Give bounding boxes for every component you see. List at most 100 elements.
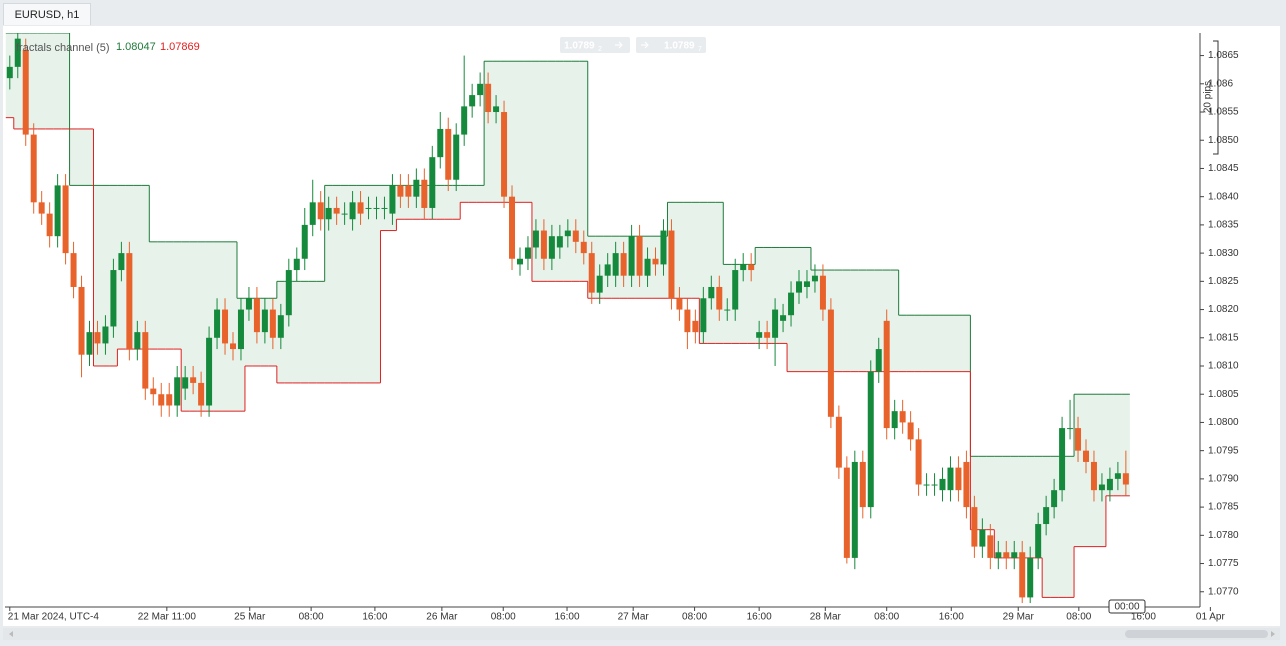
candle-body <box>389 185 396 214</box>
scrollbar-thumb[interactable] <box>1125 630 1268 638</box>
candle-body <box>612 253 619 276</box>
candle-body <box>740 264 747 271</box>
candle-body <box>875 349 882 372</box>
candle-body <box>118 253 125 271</box>
candle-body <box>190 377 197 383</box>
candle-body <box>285 270 292 316</box>
x-tick-label: 26 Mar <box>426 612 458 623</box>
candle-body <box>501 112 508 197</box>
sell-button[interactable] <box>560 37 630 53</box>
y-tick-label: 1.0785 <box>1208 502 1239 513</box>
candle-body <box>46 213 53 237</box>
arrow-icon <box>641 41 649 49</box>
candle-body <box>237 309 244 350</box>
x-tick-label: 16:00 <box>939 612 964 623</box>
candle-body <box>357 202 364 214</box>
candle-body <box>811 275 818 282</box>
candle-body <box>6 66 13 79</box>
candle-body <box>317 202 324 220</box>
y-tick-label: 1.0770 <box>1208 586 1239 597</box>
candle-body <box>716 286 723 310</box>
candle-body <box>732 270 739 310</box>
candle-body <box>859 461 866 508</box>
candle-body <box>341 213 348 215</box>
candle-body <box>509 196 516 259</box>
candle-body <box>22 49 29 135</box>
candle-body <box>166 394 173 406</box>
candle-body <box>397 185 404 197</box>
candle-body <box>788 292 795 316</box>
candle-body <box>652 258 659 265</box>
sell-pipette: 2 <box>598 46 602 53</box>
candle-body <box>1098 484 1105 491</box>
candle-body <box>158 394 165 406</box>
candle-body <box>700 298 707 333</box>
time-marker-box <box>1108 599 1146 614</box>
candle-body <box>803 281 810 287</box>
y-tick-label: 1.0835 <box>1208 220 1239 231</box>
candle-body <box>1059 428 1066 491</box>
scrollbar-track[interactable] <box>3 628 1280 640</box>
x-tick-label: 29 Mar <box>1003 612 1035 623</box>
candle-body <box>445 128 452 180</box>
candle-body <box>947 467 954 491</box>
candle-body <box>532 230 539 248</box>
candle-body <box>365 207 372 209</box>
candle-body <box>277 315 284 338</box>
candle-body <box>229 343 236 350</box>
candle-body <box>1114 473 1121 479</box>
scroll-right[interactable] <box>1271 631 1275 637</box>
candle-body <box>819 275 826 310</box>
y-tick-label: 1.0850 <box>1208 135 1239 146</box>
candle-body <box>899 411 906 423</box>
candle-body <box>349 202 356 220</box>
candle-body <box>206 337 213 406</box>
candle-body <box>54 185 61 237</box>
y-tick-label: 1.0815 <box>1208 332 1239 343</box>
candle-body <box>588 253 595 293</box>
candle-body <box>931 484 938 486</box>
candle-body <box>764 332 771 338</box>
candle-body <box>660 230 667 265</box>
candle-body <box>540 230 547 259</box>
pips-ruler <box>1213 40 1219 155</box>
candle-body <box>1011 552 1018 558</box>
candle-body <box>477 83 484 96</box>
candle-body <box>86 332 93 355</box>
candle-body <box>30 134 37 203</box>
y-tick-label: 1.0845 <box>1208 163 1239 174</box>
x-tick-label: 16:00 <box>362 612 387 623</box>
candle-body <box>748 264 755 271</box>
candle-body <box>883 320 890 429</box>
candle-body <box>1122 473 1129 485</box>
candle-body <box>198 382 205 406</box>
candle-body <box>245 298 252 310</box>
candle-body <box>971 507 978 547</box>
candle-body <box>182 377 189 389</box>
y-tick-label: 1.0855 <box>1208 107 1239 118</box>
candle-body <box>1035 524 1042 558</box>
candle-body <box>676 298 683 310</box>
x-tick-label: 08:00 <box>299 612 324 623</box>
sell-price: 1.0789 <box>564 41 595 52</box>
candle-body <box>684 309 691 333</box>
candle-body <box>780 315 787 321</box>
candle-body <box>915 439 922 485</box>
candle-body <box>907 422 914 440</box>
buy-button[interactable] <box>636 37 706 53</box>
candle-body <box>923 484 930 486</box>
chart: 1.0865 1.086 1.0855 1.0850 1.0845 1.0840 1.083… <box>3 26 1280 640</box>
candle-body <box>1043 507 1050 525</box>
candle-body <box>1083 450 1090 462</box>
candle-body <box>939 478 946 491</box>
legend-name: fractals channel (5) <box>16 42 110 54</box>
candle-body <box>78 286 85 355</box>
candle-body <box>1106 478 1113 491</box>
candle-body <box>668 230 675 299</box>
candle-body <box>987 535 994 558</box>
scroll-left[interactable] <box>9 631 13 637</box>
candle-body <box>413 179 420 197</box>
x-tick-label: 01 Apr <box>1196 612 1226 623</box>
chart-tab[interactable]: EURUSD, h1 <box>3 3 91 25</box>
